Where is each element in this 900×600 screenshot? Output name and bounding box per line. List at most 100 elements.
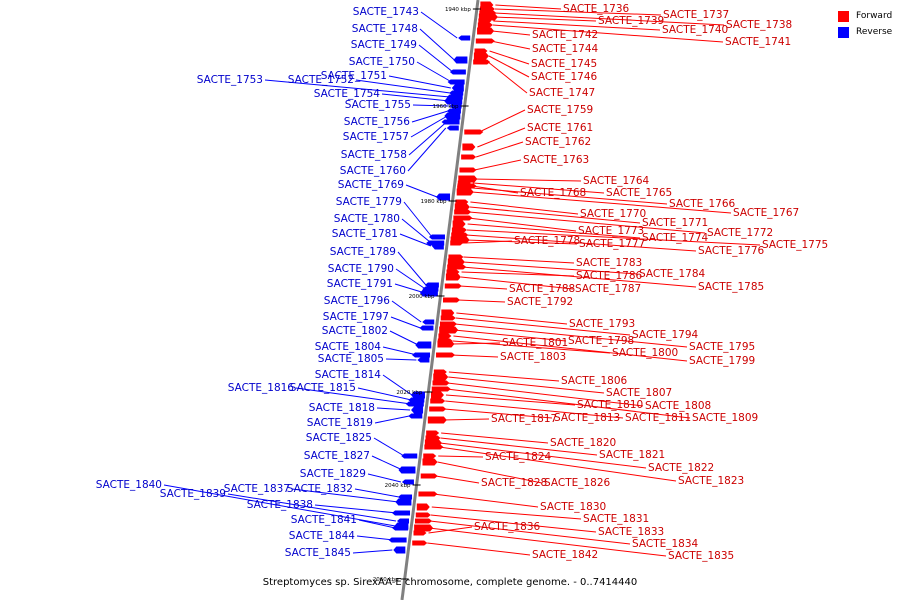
gene-body <box>388 537 407 543</box>
gene-body <box>392 510 411 516</box>
forward-gene-arrow <box>453 215 473 221</box>
gene-body <box>424 282 439 288</box>
leader-line <box>493 16 597 22</box>
gene-label-sacte-1797: SACTE_1797 <box>323 311 389 323</box>
leader-line <box>412 104 449 107</box>
gene-label-sacte-1821: SACTE_1821 <box>599 449 665 461</box>
leader-line <box>433 493 539 508</box>
gene-body <box>433 373 449 381</box>
forward-gene-arrow <box>450 240 464 246</box>
gene-body <box>449 90 464 96</box>
gene-label-sacte-1748: SACTE_1748 <box>352 23 418 35</box>
gene-label-sacte-1752: SACTE_1752 <box>288 74 354 86</box>
gene-body <box>419 325 434 331</box>
leader-line <box>488 55 530 78</box>
leader-line <box>418 44 454 73</box>
gene-label-sacte-1768: SACTE_1768 <box>520 187 586 199</box>
gene-label-sacte-1765: SACTE_1765 <box>606 187 672 199</box>
gene-body <box>395 498 412 506</box>
gene-body <box>429 406 447 412</box>
forward-gene-arrow <box>454 209 472 215</box>
leader-line <box>354 488 400 498</box>
gene-label-sacte-1738: SACTE_1738 <box>726 19 792 31</box>
reverse-gene-arrow <box>395 498 412 506</box>
gene-body <box>446 269 460 275</box>
scale-tick-label: 2020 kbp <box>396 390 422 396</box>
gene-body <box>411 406 424 414</box>
forward-swatch <box>838 10 849 22</box>
gene-label-sacte-1819: SACTE_1819 <box>307 417 373 429</box>
gene-label-sacte-1788: SACTE_1788 <box>509 283 575 295</box>
gene-label-sacte-1839: SACTE_1839 <box>160 488 226 500</box>
leader-line <box>410 115 448 138</box>
forward-gene-arrow <box>443 297 460 303</box>
forward-gene-arrow <box>452 220 466 228</box>
leader-line <box>446 388 691 419</box>
leader-line <box>452 342 501 345</box>
gene-body <box>459 167 477 173</box>
gene-label-sacte-1754: SACTE_1754 <box>314 88 381 100</box>
gene-label-sacte-1838: SACTE_1838 <box>247 499 313 511</box>
leader-line <box>382 374 413 396</box>
forward-gene-arrow <box>459 167 477 173</box>
gene-label-sacte-1773: SACTE_1773 <box>578 225 644 237</box>
scale-tick-label: 2040 kbp <box>385 483 411 489</box>
gene-body <box>446 108 461 114</box>
gene-label-sacte-1756: SACTE_1756 <box>344 116 411 128</box>
gene-label-sacte-1776: SACTE_1776 <box>698 245 765 257</box>
gene-features <box>388 1 498 554</box>
gene-body <box>474 48 488 54</box>
gene-label-sacte-1742: SACTE_1742 <box>532 29 598 41</box>
gene-label-sacte-1750: SACTE_1750 <box>349 56 415 68</box>
gene-label-sacte-1789: SACTE_1789 <box>330 246 396 258</box>
scale-tick-label: 1980 kbp <box>421 199 447 205</box>
forward-gene-arrow <box>464 129 484 135</box>
gene-body <box>446 125 459 131</box>
gene-body <box>431 386 451 392</box>
gene-body <box>443 297 460 303</box>
gene-label-sacte-1801: SACTE_1801 <box>502 337 568 349</box>
gene-body <box>424 444 444 450</box>
gene-body <box>415 518 433 524</box>
gene-body <box>452 220 466 228</box>
forward-gene-arrow <box>473 52 489 60</box>
gene-body <box>445 273 461 281</box>
gene-label-sacte-1779: SACTE_1779 <box>336 196 402 208</box>
reverse-gene-arrow <box>449 69 466 75</box>
forward-gene-arrow <box>431 386 451 392</box>
forward-gene-arrow <box>438 333 452 339</box>
forward-gene-arrow <box>433 369 447 375</box>
leader-line <box>420 11 458 39</box>
reverse-gene-arrow <box>444 97 463 105</box>
leader-line <box>439 446 677 482</box>
leader-line <box>429 520 631 545</box>
gene-body <box>464 129 484 135</box>
gene-body <box>423 453 437 459</box>
leader-line <box>494 8 662 16</box>
reverse-gene-arrow <box>431 242 444 250</box>
gene-body <box>462 143 476 151</box>
reverse-gene-arrow <box>449 90 464 96</box>
gene-label-sacte-1807: SACTE_1807 <box>606 387 672 399</box>
gene-label-sacte-1831: SACTE_1831 <box>583 513 649 525</box>
gene-label-sacte-1827: SACTE_1827 <box>304 450 370 462</box>
gene-body <box>451 232 469 238</box>
gene-label-sacte-1834: SACTE_1834 <box>632 538 699 550</box>
gene-label-sacte-1794: SACTE_1794 <box>632 329 699 341</box>
scale-ticks: 1940 kbp 1960 kbp 1980 kbp 2000 kbp 2020 kbp… <box>373 7 481 583</box>
gene-label-sacte-1841: SACTE_1841 <box>291 514 357 526</box>
gene-label-sacte-1775: SACTE_1775 <box>762 239 828 251</box>
leader-line <box>448 376 605 394</box>
forward-gene-arrow <box>477 22 493 28</box>
gene-label-sacte-1804: SACTE_1804 <box>315 341 382 353</box>
leader-line <box>479 109 526 133</box>
gene-body <box>408 413 423 419</box>
reverse-gene-arrow <box>388 537 407 543</box>
gene-label-sacte-1796: SACTE_1796 <box>324 295 391 307</box>
gene-label-sacte-1758: SACTE_1758 <box>341 149 407 161</box>
gene-label-sacte-1749: SACTE_1749 <box>351 39 417 51</box>
gene-body <box>457 183 477 189</box>
gene-label-sacte-1751: SACTE_1751 <box>321 70 387 82</box>
gene-body <box>412 540 428 546</box>
